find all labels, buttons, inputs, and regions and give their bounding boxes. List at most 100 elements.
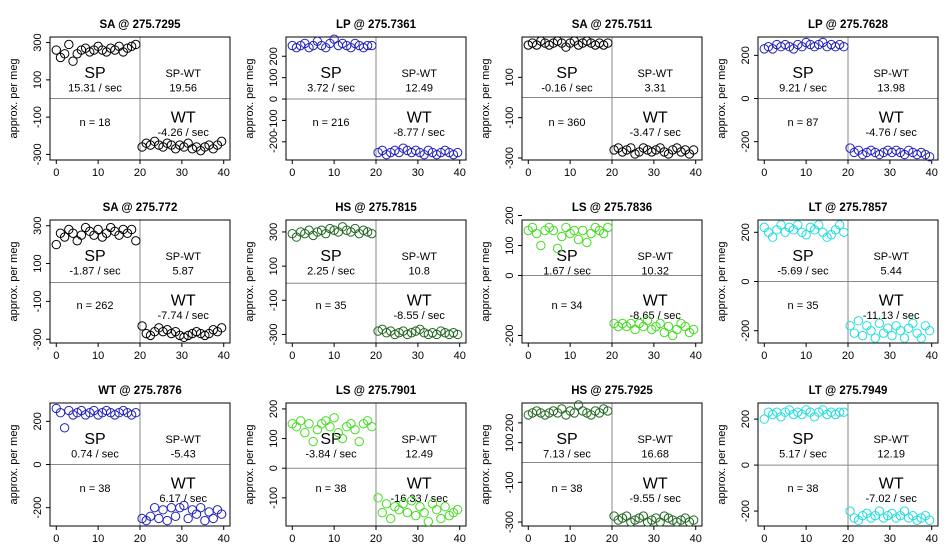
n-label: n = 35 [316,300,347,312]
point [72,236,82,246]
plot-frame [285,402,467,527]
point [552,243,563,254]
point [531,406,542,416]
point [916,333,926,343]
point [573,400,584,410]
point [85,47,95,57]
point [613,515,623,525]
y-axis-label: approx. per meg [8,58,20,138]
point [137,321,147,331]
point [448,328,459,338]
point [362,227,373,237]
wt-label: WT [171,109,196,126]
point [552,36,563,46]
y-tick-label: -300 [32,143,44,165]
n-label: n = 38 [552,483,583,495]
point [452,329,463,340]
y-axis-label: approx. per meg [244,58,256,138]
point [659,327,670,338]
y-tick-label: -200 [740,320,752,342]
wt-rate: -7.74 / sec [158,310,210,322]
y-tick-label: -200 [504,324,516,346]
y-tick-label: -300 [504,511,516,533]
y-axis-label: approx. per meg [716,241,728,321]
x-tick-label: 10 [800,167,812,179]
x-tick-label: 20 [606,533,618,545]
point [358,225,369,235]
sp-label: SP [84,65,105,82]
sp-label: SP [84,248,105,265]
x-tick-label: 30 [648,533,660,545]
point [523,410,533,420]
panel-title: LS @ 275.7836 [572,202,652,214]
point [634,513,644,523]
y-tick-label: 200 [268,47,280,65]
x-tick-label: 0 [53,533,59,545]
point [839,407,849,417]
n-label: n = 38 [80,483,111,495]
panel-title: LS @ 275.7901 [336,385,417,397]
wt-label: WT [879,475,904,492]
x-tick-label: 10 [564,533,576,545]
y-axis-label: approx. per meg [716,58,728,138]
x-tick-label: 30 [176,167,188,179]
wt-label: WT [407,292,432,309]
y-tick-label: -200 [32,497,44,519]
spwt-value: 5.87 [172,266,193,278]
point [170,511,181,521]
x-tick-label: 10 [92,167,104,179]
plot-frame [49,219,231,344]
point [329,34,339,44]
x-tick-label: 30 [412,350,424,362]
point [149,502,160,513]
point [76,230,87,240]
spwt-value: 10.32 [641,266,669,278]
x-tick-label: 30 [412,533,424,545]
spwt-value: -5.43 [171,449,196,461]
point [325,422,335,432]
point [874,318,885,329]
wt-label: WT [643,109,668,126]
plot-frame [757,402,939,527]
point [354,436,364,447]
y-tick-label: 200 [740,46,752,64]
point [617,147,628,157]
panel-title: LP @ 275.7628 [808,19,889,31]
x-tick-label: 20 [370,533,382,545]
panel: LS @ 275.7901 approx. per meg 0 10 20 30 40 -10… [244,385,467,545]
point [195,502,206,513]
point [154,513,164,524]
y-tick-label: -100 [268,109,280,131]
point [329,413,339,423]
point [406,328,417,338]
panel: LT @ 275.7949 approx. per meg 0 10 20 30 40 -20… [716,385,939,545]
point [381,499,392,509]
point [887,330,897,341]
x-tick-label: 40 [218,533,230,545]
sp-label: SP [320,431,341,448]
spwt-value: 3.31 [644,83,665,95]
point [304,419,314,429]
panel: SA @ 275.7511 approx. per meg 0 10 20 30 40 -30… [480,19,703,179]
point [866,326,876,336]
spwt-value: 13.98 [877,83,905,95]
point [367,228,377,239]
wt-rate: -7.02 / sec [866,493,918,505]
x-tick-label: 0 [289,350,295,362]
x-tick-label: 30 [412,167,424,179]
point [573,40,584,50]
point [688,145,699,155]
point [672,517,682,527]
spwt-label: SP-WT [165,434,201,446]
panel: HS @ 275.7815 approx. per meg 0 10 20 30 40 -30… [244,202,467,362]
x-tick-label: 40 [454,167,466,179]
point [51,239,61,250]
y-tick-label: 0 [740,462,752,468]
point [586,228,596,239]
point [440,502,450,512]
point [924,326,935,336]
spwt-label: SP-WT [401,251,437,263]
point [577,406,588,416]
spwt-label: SP-WT [165,68,201,80]
